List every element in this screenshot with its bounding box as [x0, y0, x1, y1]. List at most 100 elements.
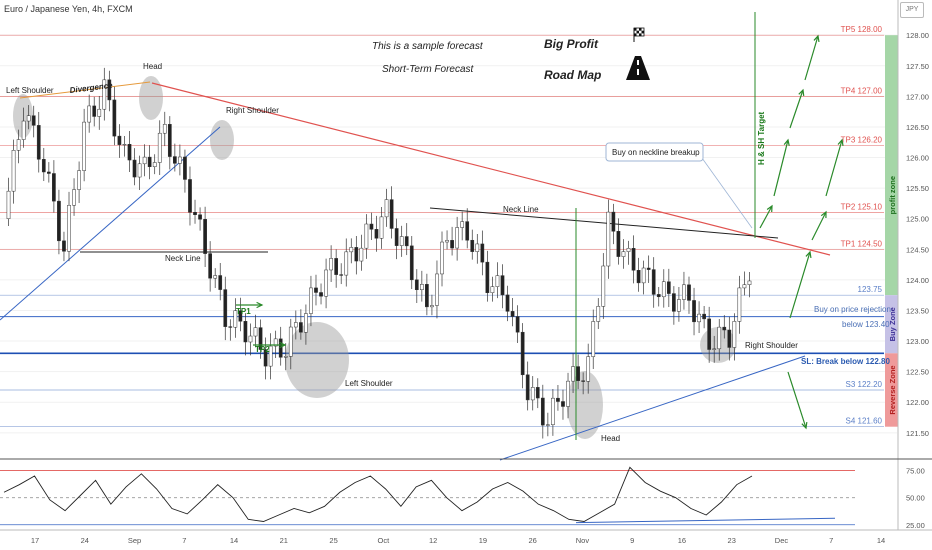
candle-body	[641, 267, 646, 284]
candle-body	[273, 338, 278, 347]
candle-body	[581, 380, 585, 382]
trendline-support-right	[499, 355, 806, 461]
candle-body	[414, 279, 419, 290]
candle-body	[455, 227, 459, 249]
candle-body	[631, 248, 636, 271]
candle-body	[732, 321, 737, 348]
rsi-tick-label: 50.00	[906, 494, 925, 503]
candle-body	[571, 366, 575, 382]
candle-body	[601, 265, 606, 307]
arrow-4-head	[813, 34, 820, 43]
candle-body	[62, 240, 66, 252]
candle-body	[354, 247, 359, 262]
text-short-term: Short-Term Forecast	[382, 64, 475, 75]
label-neck-line-left: Neck Line	[165, 254, 201, 263]
arrow-3	[789, 89, 804, 129]
callout-pointer	[701, 157, 753, 229]
candle-body	[374, 229, 379, 239]
candle-body	[505, 294, 510, 312]
candle-body	[450, 240, 454, 249]
label-head-bottom: Head	[601, 434, 620, 443]
candle-body	[31, 115, 36, 126]
candle-body	[546, 424, 550, 426]
candle-body	[349, 247, 354, 253]
y-tick-label: 128.00	[906, 31, 929, 40]
candle-body	[167, 124, 172, 157]
label-right-shoulder-top: Right Shoulder	[226, 106, 279, 115]
candle-body	[173, 156, 177, 164]
candle-body	[394, 228, 399, 246]
candle-body	[591, 321, 596, 357]
y-tick-label: 127.00	[906, 92, 929, 101]
candle-body	[525, 374, 530, 401]
candle-body	[485, 261, 490, 294]
label-sl: SL: Break below 122.80	[801, 357, 890, 366]
forecast-arrows	[236, 34, 844, 430]
callout-box	[605, 142, 704, 162]
arrow-5	[789, 251, 811, 319]
candle-body	[717, 326, 722, 350]
candle-body	[152, 162, 157, 168]
candle-body	[384, 199, 389, 218]
reverse-zone	[885, 353, 898, 427]
y-tick-label: 122.00	[906, 398, 929, 407]
candle-body	[364, 223, 369, 249]
label-profit-zone: profit zone	[888, 176, 897, 214]
candle-body	[112, 99, 117, 137]
candle-body	[530, 387, 535, 401]
candle-body	[465, 221, 470, 241]
text-big-profit: Big Profit	[544, 37, 599, 51]
arrow-4	[804, 35, 819, 81]
currency-badge: JPY	[900, 2, 924, 18]
x-tick-label: 24	[81, 536, 89, 545]
candle-body	[576, 366, 580, 381]
label-right-shoulder-bottom: Right Shoulder	[745, 341, 798, 350]
arrow-down	[787, 371, 807, 429]
label-hs-target: H & SH Target	[757, 111, 766, 165]
candle-body	[561, 401, 565, 407]
candle-body	[82, 121, 86, 171]
y-tick-label: 126.50	[906, 123, 929, 132]
candle-body	[193, 212, 197, 215]
label-divergence: Divergence	[69, 81, 113, 95]
grid	[0, 34, 897, 434]
level-label: TP4 127.00	[841, 86, 883, 95]
arrow-2-head	[783, 138, 790, 146]
arrow-3-head	[798, 88, 805, 97]
candle-body	[132, 159, 137, 178]
candle-body	[334, 258, 339, 275]
shape-right-shoulder-top	[210, 120, 234, 160]
candle-body	[178, 156, 182, 164]
level-label: TP5 128.00	[841, 25, 883, 34]
candle-body	[72, 189, 76, 206]
x-tick-label: Dec	[775, 536, 789, 545]
candle-body	[425, 284, 429, 308]
rsi-tick-label: 25.00	[906, 521, 925, 530]
candle-body	[419, 284, 424, 290]
candle-body	[238, 310, 243, 322]
candle-body	[299, 322, 303, 333]
candle-body	[379, 216, 384, 239]
downtrend-line	[151, 82, 831, 256]
label-left-shoulder-bottom: Left Shoulder	[345, 379, 393, 388]
candle-body	[26, 115, 31, 122]
candle-body	[586, 356, 591, 382]
callout-buy-neckline: Buy on neckline breakup	[612, 148, 700, 157]
candle-body	[611, 211, 616, 232]
level-label: TP1 124.50	[841, 239, 883, 248]
candle-body	[253, 327, 258, 337]
level-label: TP3 126.20	[841, 135, 883, 144]
x-tick-label: 7	[182, 536, 186, 545]
candle-body	[707, 318, 712, 350]
candle-body	[162, 124, 167, 134]
label-tp1: TP1	[236, 307, 251, 316]
candle-body	[248, 335, 253, 343]
rsi-tick-label: 75.00	[906, 467, 925, 476]
candle-body	[57, 200, 61, 242]
level-label: S4 121.60	[846, 417, 883, 426]
neck-line-right	[429, 207, 779, 239]
candle-body	[243, 321, 248, 343]
candle-body	[722, 326, 727, 331]
y-tick-label: 123.00	[906, 337, 929, 346]
